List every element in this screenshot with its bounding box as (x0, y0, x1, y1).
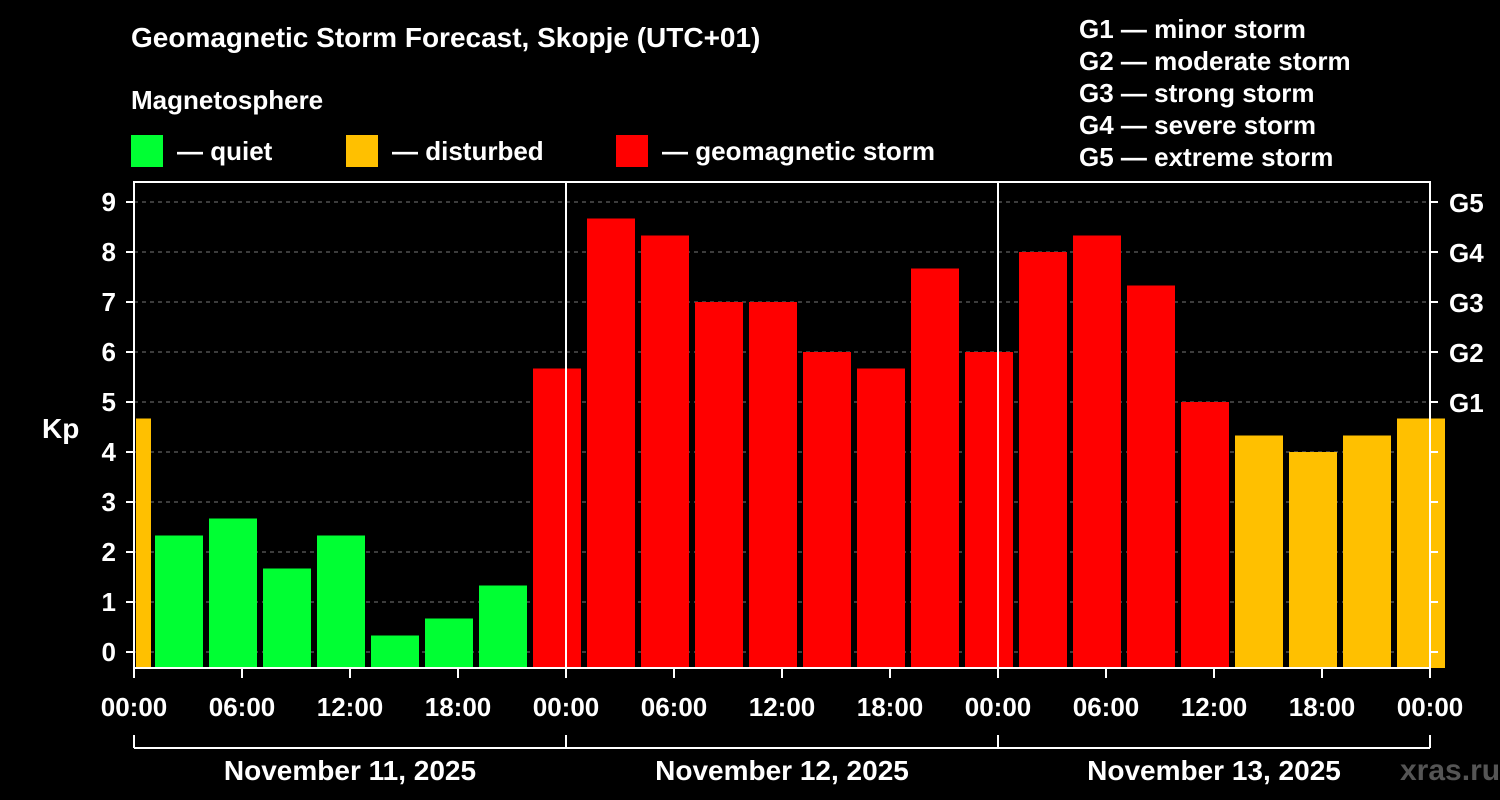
kp-bar (695, 302, 743, 668)
legend-swatch-quiet (131, 135, 163, 167)
day-label: November 11, 2025 (224, 755, 476, 786)
storm-level-label: G4 (1449, 238, 1484, 268)
y-tick-label: 4 (102, 437, 117, 467)
x-tick-label: 00:00 (533, 692, 600, 722)
x-tick-label: 06:00 (209, 692, 276, 722)
x-tick-label: 00:00 (965, 692, 1032, 722)
kp-bar (911, 268, 959, 668)
chart-title: Geomagnetic Storm Forecast, Skopje (UTC+… (131, 22, 761, 53)
kp-bar (425, 618, 473, 668)
x-tick-label: 12:00 (317, 692, 384, 722)
watermark: xras.ru (1400, 754, 1500, 787)
storm-level-label: G5 (1449, 188, 1484, 218)
y-axis-label: Kp (42, 413, 79, 444)
storm-level-label: G1 (1449, 388, 1484, 418)
storm-scale-g2: G2 — moderate storm (1079, 46, 1351, 76)
kp-bar (136, 418, 151, 668)
storm-level-label: G2 (1449, 338, 1484, 368)
y-tick-label: 7 (102, 287, 116, 317)
x-tick-label: 06:00 (641, 692, 708, 722)
x-tick-label: 00:00 (1397, 692, 1464, 722)
legend-label-disturbed: — disturbed (392, 135, 544, 166)
kp-bar (263, 568, 311, 668)
x-tick-label: 06:00 (1073, 692, 1140, 722)
kp-bar (965, 352, 1013, 668)
kp-bar (533, 368, 581, 668)
legend-swatch-disturbed (346, 135, 378, 167)
y-tick-label: 3 (102, 487, 116, 517)
kp-bar (1289, 452, 1337, 668)
legend-label-storm: — geomagnetic storm (662, 135, 936, 166)
y-tick-label: 9 (102, 187, 116, 217)
legend-swatch-storm (616, 135, 648, 167)
kp-bar (1235, 435, 1283, 668)
y-tick-label: 0 (102, 637, 116, 667)
kp-bar (317, 535, 365, 668)
y-tick-label: 5 (102, 387, 116, 417)
legend-disturbed: — disturbed (346, 134, 544, 168)
storm-scale-g1: G1 — minor storm (1079, 14, 1306, 44)
kp-bar (209, 518, 257, 668)
y-tick-label: 1 (102, 587, 116, 617)
kp-bar (1343, 435, 1391, 668)
x-tick-label: 18:00 (1289, 692, 1356, 722)
kp-bar (587, 218, 635, 668)
x-tick-label: 12:00 (1181, 692, 1248, 722)
day-label: November 13, 2025 (1087, 755, 1341, 786)
y-tick-label: 6 (102, 337, 116, 367)
storm-scale-g4: G4 — severe storm (1079, 110, 1317, 140)
kp-bar (857, 368, 905, 668)
kp-bar (803, 352, 851, 668)
kp-bar (479, 585, 527, 668)
kp-bar (371, 635, 419, 668)
kp-bar (1127, 285, 1175, 668)
kp-bar (1181, 402, 1229, 668)
storm-scale-g3: G3 — strong storm (1079, 78, 1315, 108)
kp-bar (641, 235, 689, 668)
kp-bar (1073, 235, 1121, 668)
kp-bar (155, 535, 203, 668)
x-tick-label: 18:00 (857, 692, 924, 722)
x-tick-label: 12:00 (749, 692, 816, 722)
kp-bar (1397, 418, 1445, 668)
day-label: November 12, 2025 (655, 755, 909, 786)
x-tick-label: 18:00 (425, 692, 492, 722)
y-tick-label: 8 (102, 237, 116, 267)
legend-label-quiet: — quiet (177, 135, 273, 166)
legend-quiet: — quiet (131, 134, 272, 168)
kp-bar (1019, 252, 1067, 668)
storm-scale-legend: G1 — minor storm G2 — moderate storm G3 … (1079, 13, 1351, 173)
storm-scale-g5: G5 — extreme storm (1079, 142, 1334, 172)
legend-storm: — geomagnetic storm (616, 134, 935, 168)
x-tick-label: 00:00 (101, 692, 168, 722)
kp-bar (749, 302, 797, 668)
storm-level-label: G3 (1449, 288, 1484, 318)
legend-heading: Magnetosphere (131, 85, 324, 115)
y-tick-label: 2 (102, 537, 116, 567)
